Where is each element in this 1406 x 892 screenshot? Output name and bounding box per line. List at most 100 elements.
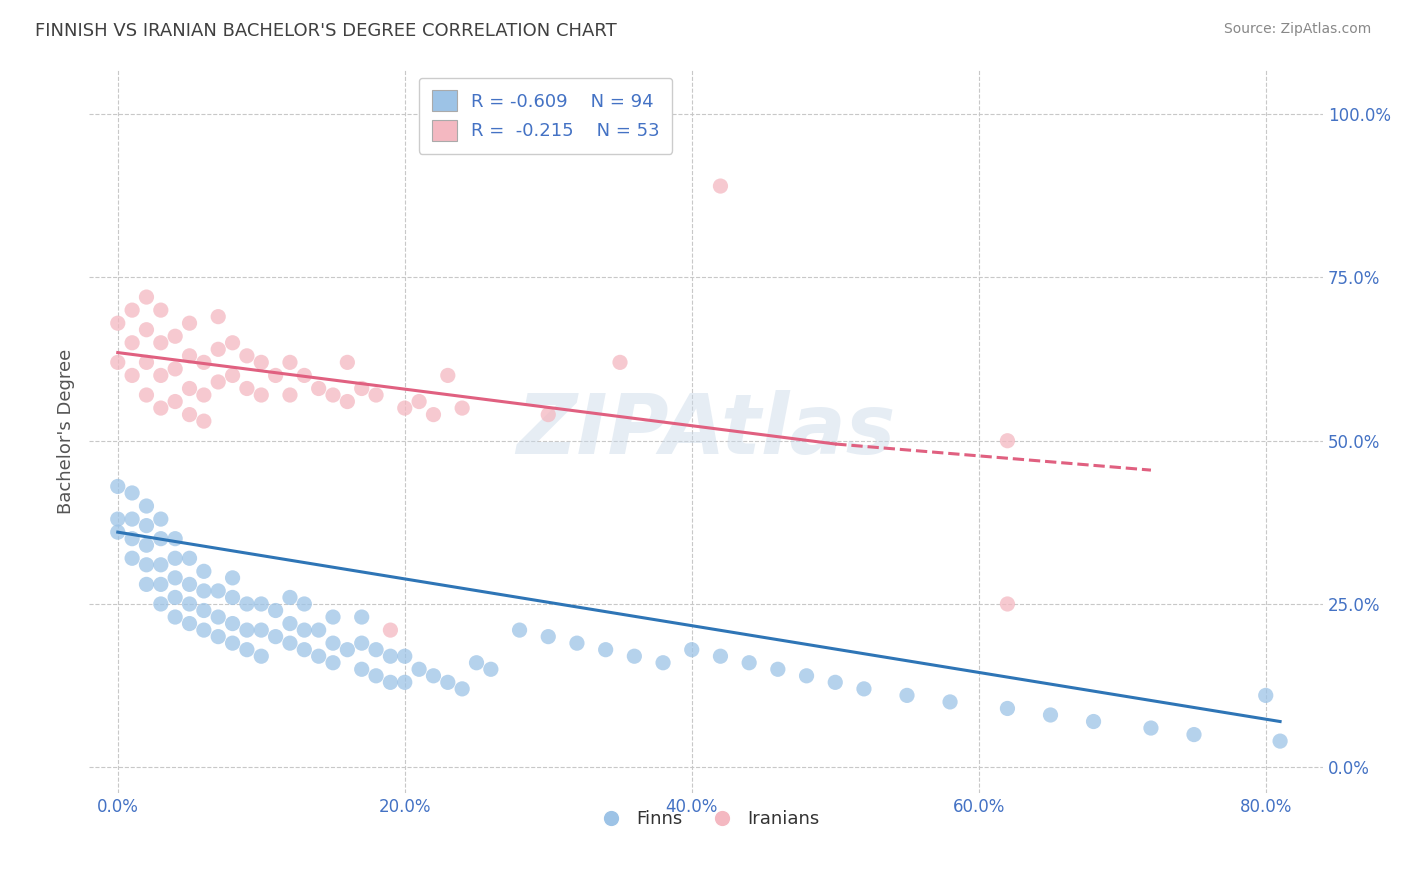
Point bbox=[364, 642, 387, 657]
Point bbox=[250, 355, 273, 369]
Point bbox=[308, 382, 330, 396]
Point bbox=[250, 388, 273, 402]
Point bbox=[364, 669, 387, 683]
Point bbox=[121, 335, 143, 350]
Point bbox=[193, 355, 215, 369]
Point bbox=[997, 434, 1019, 448]
Point bbox=[766, 662, 789, 676]
Point bbox=[250, 623, 273, 637]
Point bbox=[264, 368, 287, 383]
Point bbox=[135, 518, 157, 533]
Point bbox=[278, 388, 301, 402]
Point bbox=[149, 558, 172, 572]
Point bbox=[236, 642, 259, 657]
Point bbox=[165, 532, 187, 546]
Text: Source: ZipAtlas.com: Source: ZipAtlas.com bbox=[1223, 22, 1371, 37]
Point bbox=[436, 675, 458, 690]
Point bbox=[207, 630, 229, 644]
Point bbox=[565, 636, 588, 650]
Point bbox=[207, 610, 229, 624]
Point bbox=[236, 623, 259, 637]
Point bbox=[107, 525, 129, 540]
Point bbox=[107, 512, 129, 526]
Point bbox=[221, 368, 243, 383]
Point bbox=[193, 414, 215, 428]
Point bbox=[179, 551, 201, 566]
Point bbox=[350, 610, 373, 624]
Legend: Finns, Iranians: Finns, Iranians bbox=[585, 803, 827, 835]
Point bbox=[221, 571, 243, 585]
Point bbox=[165, 329, 187, 343]
Point bbox=[221, 335, 243, 350]
Point bbox=[336, 394, 359, 409]
Point bbox=[135, 558, 157, 572]
Point bbox=[997, 597, 1019, 611]
Point bbox=[1140, 721, 1163, 735]
Point bbox=[394, 649, 416, 664]
Point bbox=[364, 388, 387, 402]
Point bbox=[135, 355, 157, 369]
Point bbox=[149, 335, 172, 350]
Point bbox=[350, 636, 373, 650]
Point bbox=[336, 642, 359, 657]
Point bbox=[422, 408, 444, 422]
Point bbox=[1254, 689, 1277, 703]
Point bbox=[121, 303, 143, 318]
Point bbox=[380, 623, 402, 637]
Point bbox=[738, 656, 761, 670]
Point bbox=[451, 681, 474, 696]
Point bbox=[652, 656, 675, 670]
Point bbox=[135, 323, 157, 337]
Point bbox=[236, 349, 259, 363]
Point bbox=[149, 512, 172, 526]
Point bbox=[221, 616, 243, 631]
Point bbox=[207, 343, 229, 357]
Point bbox=[278, 616, 301, 631]
Point bbox=[380, 675, 402, 690]
Point bbox=[292, 623, 315, 637]
Point bbox=[221, 591, 243, 605]
Point bbox=[380, 649, 402, 664]
Point bbox=[250, 649, 273, 664]
Point bbox=[609, 355, 631, 369]
Point bbox=[394, 675, 416, 690]
Point bbox=[408, 394, 430, 409]
Point bbox=[179, 382, 201, 396]
Point bbox=[250, 597, 273, 611]
Point bbox=[107, 479, 129, 493]
Point bbox=[165, 362, 187, 376]
Point bbox=[292, 597, 315, 611]
Point bbox=[322, 388, 344, 402]
Point bbox=[308, 623, 330, 637]
Point bbox=[336, 355, 359, 369]
Point bbox=[179, 577, 201, 591]
Point bbox=[149, 303, 172, 318]
Point bbox=[264, 603, 287, 617]
Point bbox=[852, 681, 875, 696]
Point bbox=[322, 636, 344, 650]
Point bbox=[236, 382, 259, 396]
Point bbox=[179, 349, 201, 363]
Point bbox=[896, 689, 918, 703]
Point bbox=[422, 669, 444, 683]
Point bbox=[149, 401, 172, 415]
Point bbox=[278, 636, 301, 650]
Point bbox=[292, 642, 315, 657]
Point bbox=[107, 355, 129, 369]
Point bbox=[207, 583, 229, 598]
Point bbox=[479, 662, 502, 676]
Point bbox=[193, 603, 215, 617]
Point bbox=[149, 597, 172, 611]
Point bbox=[179, 597, 201, 611]
Point bbox=[709, 649, 731, 664]
Point bbox=[465, 656, 488, 670]
Point bbox=[149, 577, 172, 591]
Point bbox=[179, 408, 201, 422]
Point bbox=[623, 649, 645, 664]
Point bbox=[824, 675, 846, 690]
Point bbox=[193, 565, 215, 579]
Point bbox=[149, 368, 172, 383]
Point bbox=[322, 656, 344, 670]
Point bbox=[121, 551, 143, 566]
Point bbox=[165, 571, 187, 585]
